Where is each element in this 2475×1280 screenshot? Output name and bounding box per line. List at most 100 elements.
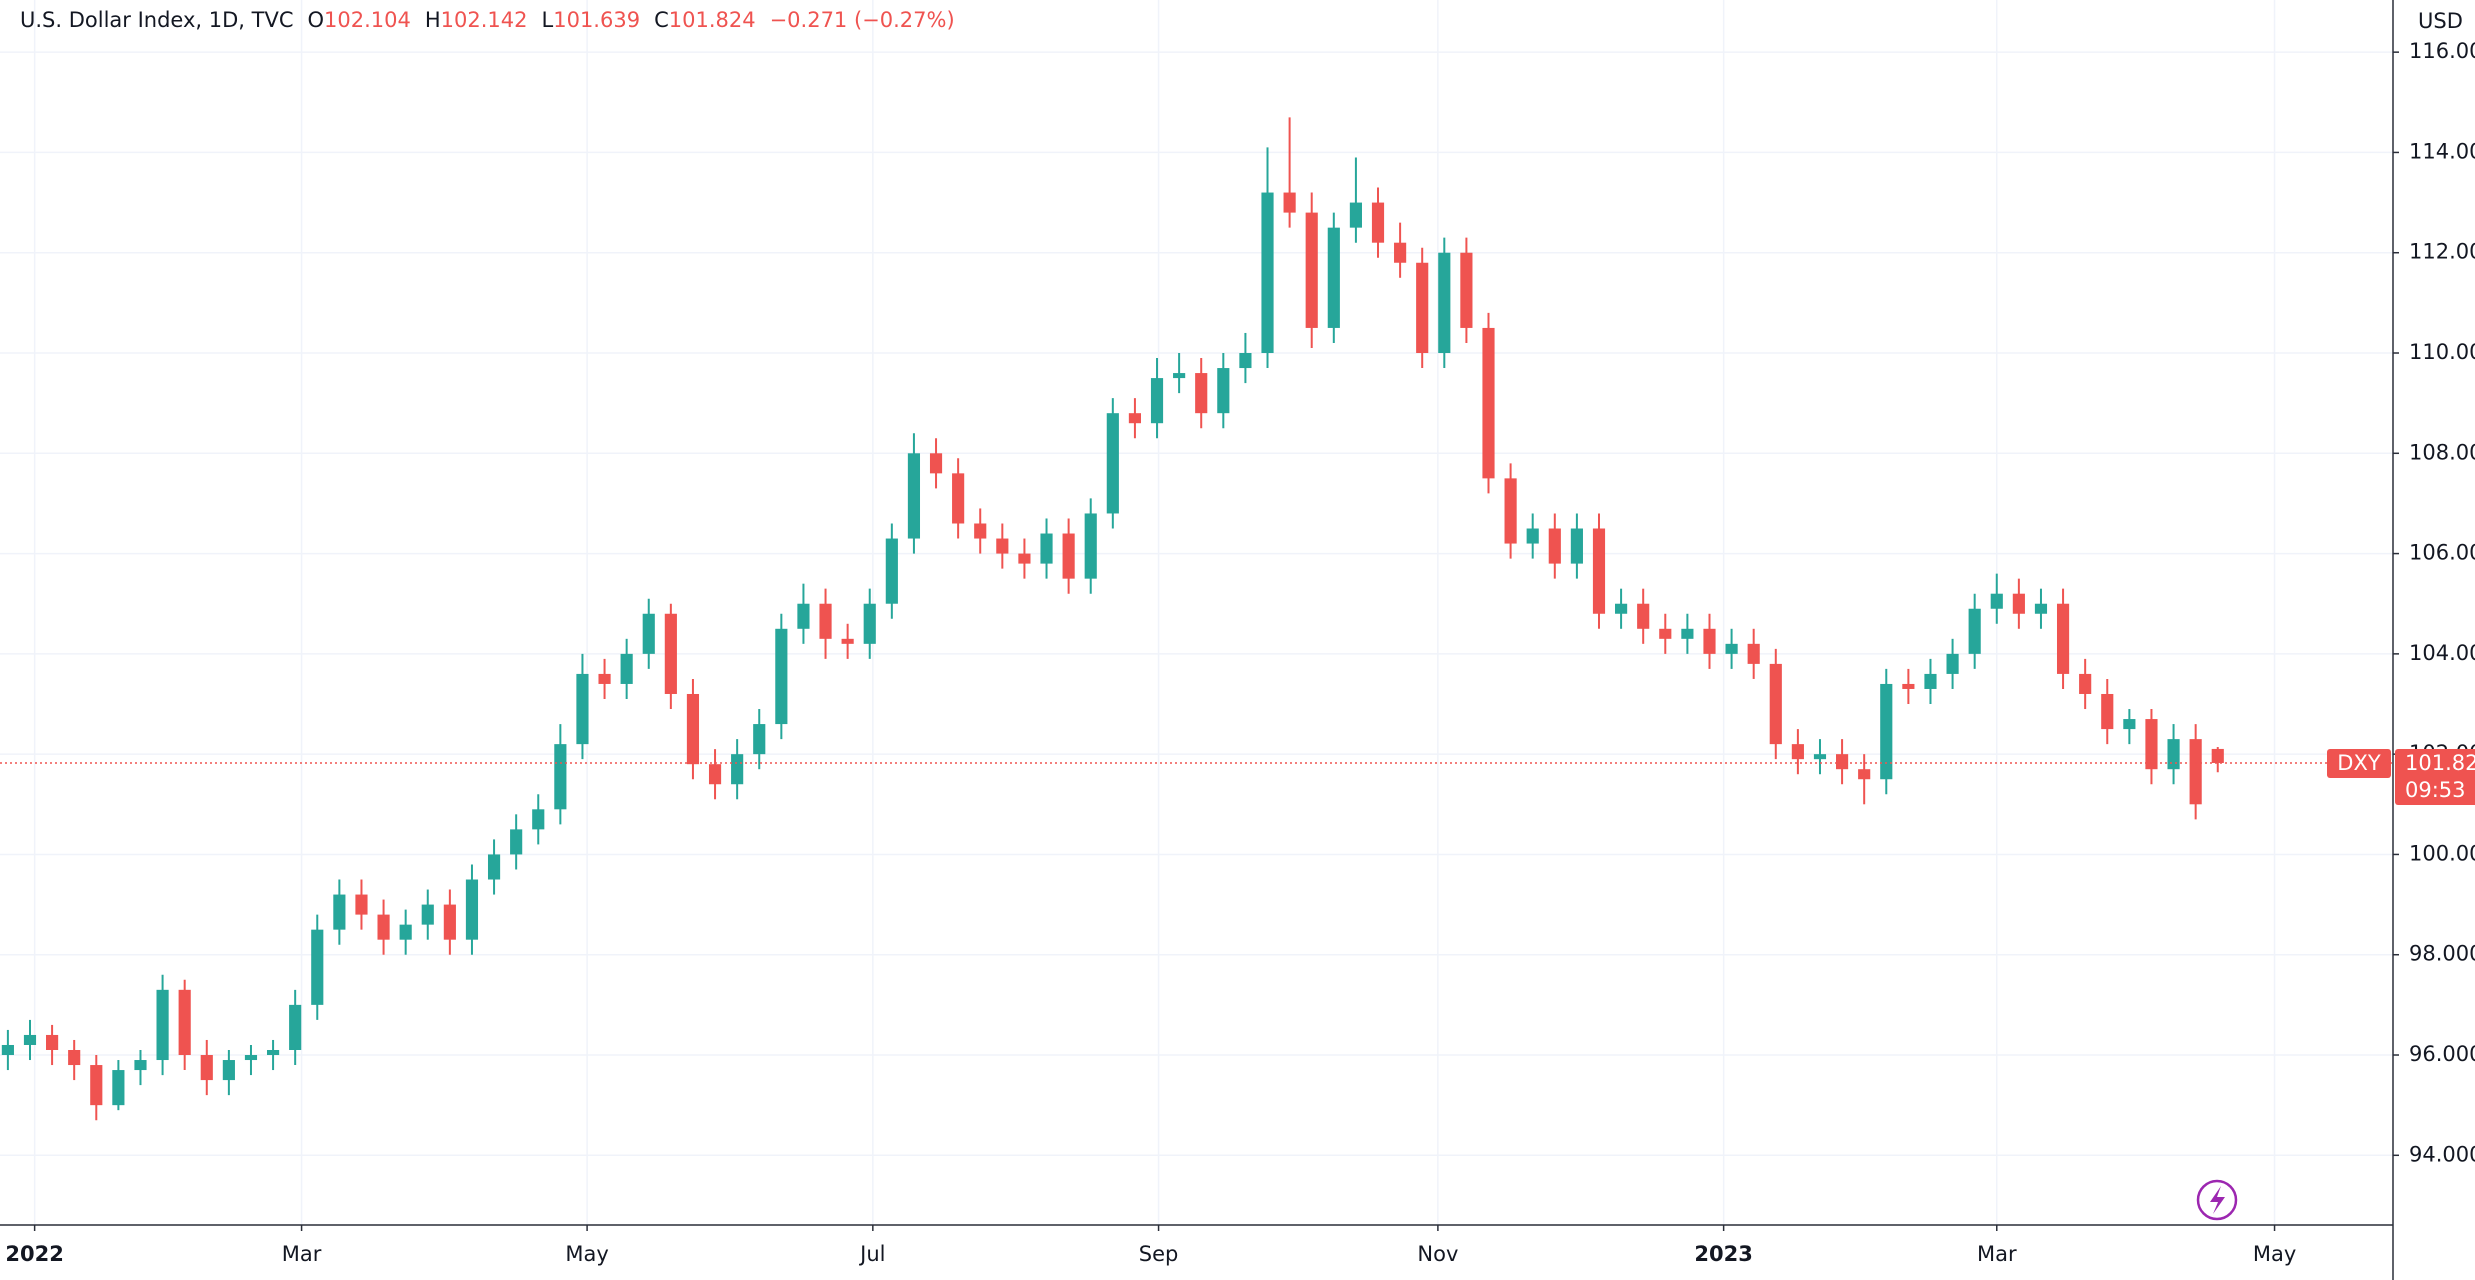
candle-body — [1813, 754, 1827, 760]
ohlc-value: 101.824 — [668, 8, 756, 32]
candle-body — [1371, 202, 1385, 243]
lightning-button[interactable] — [2196, 1179, 2238, 1221]
candle-body — [2123, 719, 2136, 730]
lightning-icon[interactable] — [2210, 1186, 2225, 1214]
x-tick-label: Nov — [1417, 1242, 1458, 1266]
candle-body — [1946, 653, 1959, 674]
candle-body — [620, 653, 633, 684]
ohlc-key: C — [654, 8, 669, 32]
candle-body — [1327, 227, 1340, 328]
candle-body — [156, 989, 169, 1061]
candle-body — [1261, 192, 1274, 354]
candle-body — [686, 693, 700, 765]
candle-body — [1504, 478, 1517, 544]
lightning-circle[interactable] — [2196, 1179, 2238, 1221]
change-value: −0.271 (−0.27%) — [769, 8, 955, 32]
candle-body — [1836, 754, 1849, 770]
x-tick-label: 2023 — [1694, 1242, 1752, 1266]
candle-body — [708, 764, 722, 785]
candle-body — [797, 603, 810, 629]
candle-body — [23, 1034, 37, 1045]
candle-body — [974, 523, 987, 539]
candle-body — [1990, 593, 2003, 609]
y-tick-label: 94.000 — [2409, 1142, 2475, 1166]
candle-body — [487, 854, 501, 880]
grid — [0, 0, 2393, 1225]
symbol-badge: DXY — [2337, 751, 2381, 775]
candle-body — [200, 1055, 213, 1081]
candle-body — [1725, 643, 1738, 654]
candle-body — [1018, 553, 1031, 564]
candle-body — [1858, 769, 1871, 780]
candle-body — [2211, 748, 2224, 763]
y-tick-label: 112.000 — [2409, 240, 2475, 264]
y-tick-label: 106.000 — [2409, 541, 2475, 565]
candle-body — [1394, 242, 1407, 263]
legend-header: U.S. Dollar Index, 1D, TVC O102.104 H102.1… — [20, 8, 969, 32]
candle-body — [465, 879, 479, 940]
candle-body — [2079, 673, 2092, 694]
candle-body — [311, 929, 324, 1005]
candle-body — [1040, 533, 1053, 564]
candle-body — [1659, 628, 1672, 639]
x-tick-label: Mar — [282, 1242, 322, 1266]
symbol-title: U.S. Dollar Index, 1D, TVC — [20, 8, 294, 32]
candle-body — [907, 453, 921, 539]
candle-body — [1349, 202, 1362, 228]
candle-body — [1217, 368, 1230, 414]
x-tick-label: Sep — [1139, 1242, 1179, 1266]
candle-body — [178, 989, 191, 1056]
candle-body — [1, 1044, 14, 1056]
candle-body — [1681, 628, 1694, 639]
candle-body — [952, 473, 965, 524]
candle-body — [510, 829, 523, 855]
y-tick-label: 98.000 — [2409, 942, 2475, 966]
candle-body — [134, 1060, 147, 1071]
y-tick-label: 104.000 — [2409, 641, 2475, 665]
candle-body — [421, 904, 434, 925]
candles — [1, 117, 2224, 1121]
candle-body — [2101, 693, 2114, 730]
candle-body — [1592, 528, 1606, 614]
candle-body — [266, 1050, 280, 1056]
candle-body — [642, 613, 655, 654]
candle-body — [1305, 212, 1318, 328]
candle-body — [731, 754, 744, 785]
x-tick-label: Mar — [1977, 1242, 2017, 1266]
candle-body — [841, 638, 854, 644]
candle-body — [1924, 673, 1937, 689]
candle-body — [1173, 373, 1186, 379]
candle-body — [1438, 252, 1451, 354]
candle-body — [1880, 683, 1893, 780]
candle-body — [1637, 603, 1650, 629]
countdown: 09:53 — [2405, 778, 2466, 802]
candle-body — [2012, 593, 2025, 614]
candle-body — [2034, 603, 2048, 614]
candle-body — [598, 673, 611, 684]
candle-body — [664, 613, 677, 694]
ohlc-value: 101.639 — [553, 8, 641, 32]
price-badge-bg — [2395, 748, 2475, 805]
candle-body — [1548, 528, 1561, 564]
candle-body — [885, 538, 898, 604]
ohlc-key: L — [541, 8, 554, 32]
y-tick-label: 100.000 — [2409, 841, 2475, 865]
candle-body — [1482, 327, 1495, 479]
y-tick-label: 96.000 — [2409, 1042, 2475, 1066]
candle-body — [1460, 252, 1473, 328]
symbol-badge-bg — [2327, 748, 2391, 778]
x-tick-label: May — [2253, 1242, 2296, 1266]
candle-body — [576, 673, 589, 745]
candle-body — [1526, 528, 1539, 544]
candle-body — [532, 809, 545, 830]
candle-body — [996, 538, 1009, 554]
candle-body — [399, 924, 412, 940]
candle-body — [1239, 353, 1252, 369]
candle-body — [333, 894, 346, 930]
candle-body — [68, 1050, 81, 1066]
y-tick-label: 116.000 — [2409, 39, 2475, 63]
candle-body — [775, 628, 788, 725]
x-tick-label: Jul — [858, 1242, 885, 1266]
candle-body — [222, 1060, 235, 1081]
